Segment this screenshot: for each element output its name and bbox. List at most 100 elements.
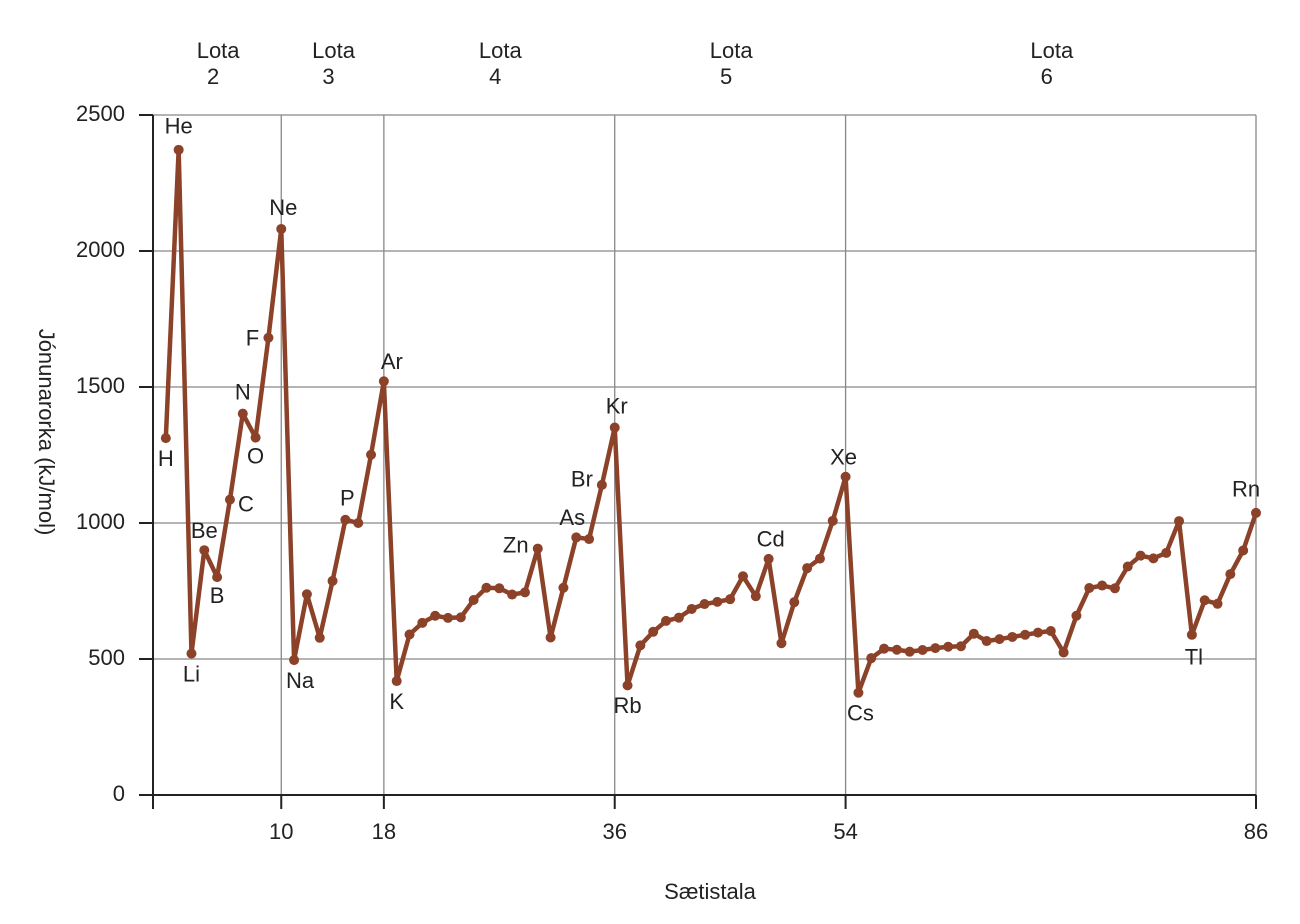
- data-point: [519, 587, 530, 598]
- data-point: [789, 597, 800, 608]
- data-point: [686, 603, 697, 614]
- point-label: Li: [183, 661, 200, 686]
- point-label: Rn: [1232, 477, 1260, 502]
- data-point: [981, 636, 992, 647]
- data-point: [468, 594, 479, 605]
- data-point: [212, 572, 223, 583]
- data-point: [289, 655, 300, 666]
- data-point: [507, 589, 518, 600]
- data-point: [635, 640, 646, 651]
- data-point: [250, 432, 261, 443]
- data-point: [648, 626, 659, 637]
- data-point: [1058, 647, 1069, 658]
- period-number: 3: [322, 64, 334, 89]
- data-point: [173, 144, 184, 155]
- data-point: [763, 553, 774, 564]
- data-point: [353, 518, 364, 528]
- y-tick-label: 1000: [76, 509, 125, 534]
- data-point: [814, 553, 825, 564]
- x-tick-label: 54: [833, 819, 857, 844]
- data-point: [1097, 580, 1108, 591]
- point-label: Be: [191, 518, 218, 543]
- y-tick-label: 2000: [76, 237, 125, 262]
- data-point: [737, 571, 748, 582]
- point-label: Zn: [503, 532, 529, 557]
- data-point: [1199, 595, 1210, 606]
- period-label: Lota: [1030, 38, 1074, 63]
- point-label: Cd: [757, 527, 785, 552]
- period-number: 4: [489, 64, 501, 89]
- data-point: [840, 471, 851, 482]
- data-point: [404, 629, 415, 640]
- point-label: C: [238, 491, 254, 516]
- data-point: [879, 643, 890, 654]
- data-point: [956, 641, 967, 652]
- data-point: [725, 594, 736, 605]
- point-label: F: [246, 326, 259, 351]
- x-tick-label: 18: [372, 819, 396, 844]
- data-point: [1071, 610, 1082, 621]
- y-axis-title: Jónunarorka (kJ/mol): [34, 329, 59, 536]
- data-point: [750, 591, 761, 602]
- point-label: O: [247, 443, 264, 468]
- point-label: B: [210, 583, 225, 608]
- data-point: [584, 534, 595, 545]
- series-line: [163, 147, 1259, 695]
- point-label: As: [559, 505, 585, 530]
- data-point: [673, 612, 684, 623]
- data-point: [609, 422, 620, 433]
- data-point: [532, 543, 543, 554]
- data-point: [430, 610, 441, 621]
- point-label: Na: [286, 668, 315, 693]
- y-tick-label: 2500: [76, 101, 125, 126]
- data-point: [417, 617, 428, 628]
- data-point: [943, 641, 954, 652]
- data-point: [1161, 547, 1172, 558]
- x-axis-title: Sætistala: [664, 879, 756, 904]
- data-point: [160, 433, 171, 444]
- data-point: [917, 645, 928, 656]
- data-point: [968, 628, 979, 639]
- data-point: [545, 632, 556, 643]
- data-point: [596, 479, 607, 490]
- data-point: [904, 646, 915, 657]
- point-label: Tl: [1185, 645, 1203, 670]
- point-label: Ar: [381, 349, 403, 374]
- data-point: [276, 223, 287, 234]
- point-label: Br: [571, 467, 593, 492]
- data-point: [327, 575, 338, 586]
- data-point: [1084, 583, 1095, 594]
- data-point: [378, 376, 389, 387]
- data-point: [186, 648, 197, 659]
- period-number: 5: [720, 64, 732, 89]
- data-point: [263, 332, 274, 343]
- period-label: Lota: [197, 38, 241, 63]
- point-label: He: [165, 114, 193, 139]
- data-point: [712, 596, 723, 607]
- data-point: [1251, 507, 1261, 518]
- data-point: [1109, 583, 1120, 594]
- data-point: [622, 680, 633, 691]
- data-point: [224, 494, 235, 505]
- period-label: Lota: [312, 38, 356, 63]
- data-point: [1135, 550, 1146, 561]
- data-point: [237, 408, 248, 419]
- data-point: [301, 589, 312, 600]
- data-point: [661, 615, 672, 626]
- data-point: [494, 583, 505, 594]
- point-label: P: [340, 486, 355, 511]
- y-tick-label: 1500: [76, 373, 125, 398]
- data-point: [1225, 569, 1236, 580]
- point-label: Cs: [847, 701, 874, 726]
- data-point: [558, 582, 569, 593]
- data-point: [1045, 625, 1056, 636]
- data-point: [853, 687, 864, 698]
- point-label: Ne: [269, 195, 297, 220]
- data-point: [827, 515, 838, 526]
- point-label: H: [158, 446, 174, 471]
- point-label: Xe: [830, 445, 857, 470]
- data-point: [699, 599, 710, 610]
- data-point: [1020, 629, 1031, 640]
- data-point: [1238, 545, 1249, 556]
